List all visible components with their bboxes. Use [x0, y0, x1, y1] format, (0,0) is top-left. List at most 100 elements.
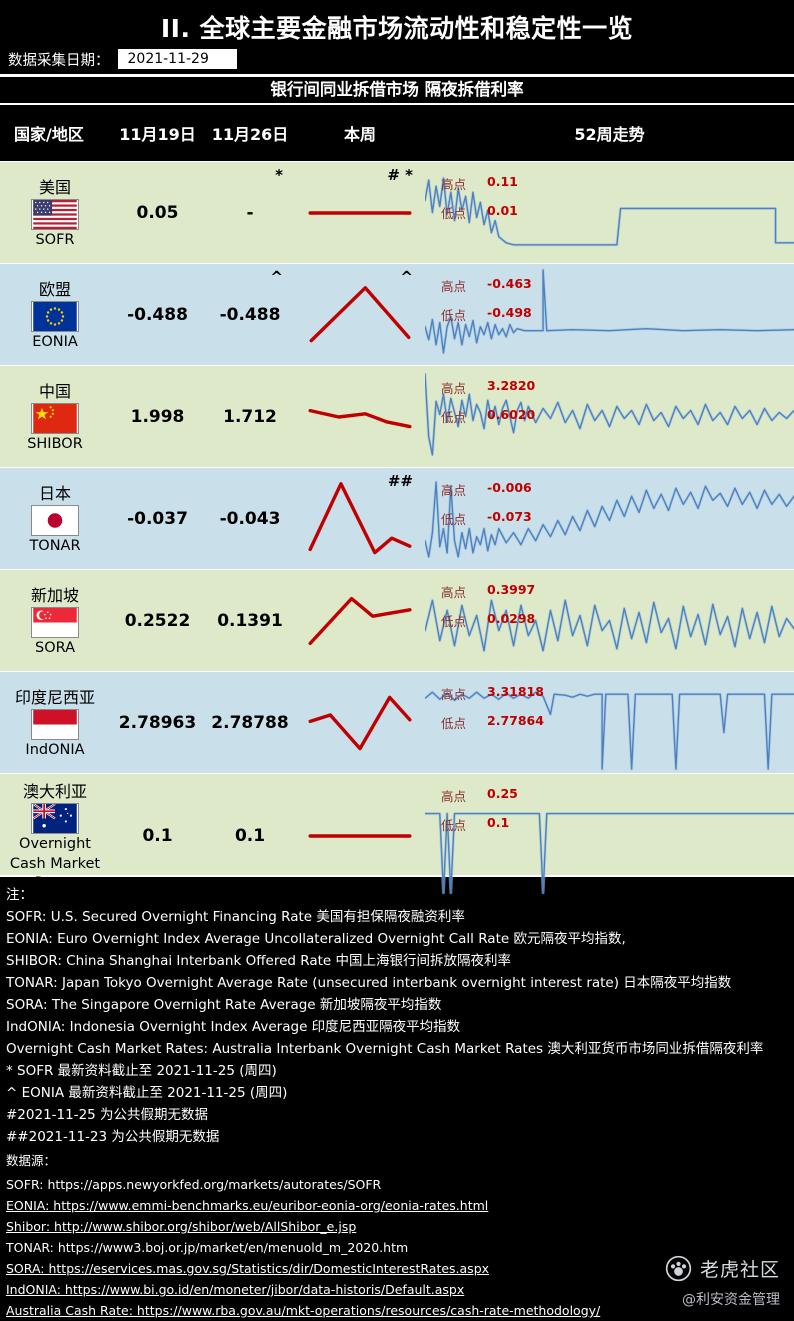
high-point: 高点 0.25	[441, 786, 518, 804]
country-name: 日本	[38, 484, 71, 504]
trend-52w-chart: 高点 0.25 低点 0.1	[425, 774, 794, 898]
value-nov26: 0.1	[234, 825, 266, 846]
trend-line-chart	[425, 162, 794, 263]
rate-code: SORA	[34, 640, 76, 657]
high-point: 高点 3.2820	[441, 378, 536, 396]
footer-branding: 老虎社区 @利安资金管理	[665, 1255, 780, 1309]
collection-date: 2021-11-29	[117, 49, 237, 69]
low-point: 低点 0.6020	[441, 407, 536, 425]
country-name: 中国	[38, 382, 71, 402]
weekly-sparkline	[295, 672, 425, 773]
weekly-sparkline: ^	[295, 264, 425, 365]
footnote-marker: # *	[387, 166, 413, 184]
source-link-tonar[interactable]: TONAR: https://www3.boj.or.jp/market/en/…	[6, 1240, 409, 1255]
note-line: IndONIA: Indonesia Overnight Index Avera…	[6, 1019, 461, 1035]
country-cell: 新加坡 SORA	[0, 570, 110, 671]
community-name: 老虎社区	[699, 1259, 780, 1281]
footnote-marker: *	[275, 166, 283, 184]
country-name: 新加坡	[30, 586, 79, 606]
value-nov19: 1.998	[130, 406, 185, 427]
trend-52w-chart: 高点 -0.463 低点 -0.498	[425, 264, 794, 365]
collection-date-row: 数据采集日期： 2021-11-29	[0, 44, 794, 74]
low-point: 低点 -0.073	[441, 509, 532, 527]
sources-section: 数据源： SOFR: https://apps.newyorkfed.org/m…	[0, 1148, 794, 1321]
country-name: 美国	[38, 178, 71, 198]
value-nov19: 0.2522	[124, 610, 191, 631]
rate-code: EONIA	[32, 334, 78, 351]
trend-line-chart	[425, 570, 794, 671]
country-cell: 日本 TONAR	[0, 468, 110, 569]
value-nov26: * -	[246, 166, 283, 223]
source-link-sora[interactable]: SORA: https://eservices.mas.gov.sg/Stati…	[6, 1261, 490, 1276]
table-row-cn-shibor: 中国 SHIBOR 1.998 1.712 高点 3.2820 低点 0.6020	[0, 365, 794, 467]
country-cell: 印度尼西亚 IndONIA	[0, 672, 110, 773]
note-line: #2021-11-25 为公共假期无数据	[6, 1107, 209, 1123]
table-row-eu-eonia: 欧盟 EONIA -0.488 ^ -0.488 ^ 高点 -0.463 低点 -0.…	[0, 263, 794, 365]
rate-code: TONAR	[29, 538, 81, 555]
value-nov19: 2.78963	[118, 712, 197, 733]
notes-section: 注： SOFR: U.S. Secured Overnight Financin…	[0, 877, 794, 1148]
table-header: 国家/地区 11月19日 11月26日 本周 52周走势	[0, 105, 794, 161]
flag-eu-icon	[31, 301, 79, 333]
tiger-logo-icon	[665, 1255, 692, 1282]
table-row-sg-sora: 新加坡 SORA 0.2522 0.1391 高点 0.3997 低点 0.0298	[0, 569, 794, 671]
footnote-marker: ^	[270, 268, 283, 286]
note-line: Overnight Cash Market Rates: Australia I…	[6, 1041, 764, 1057]
sparkline-chart	[307, 377, 413, 457]
footnote-marker: ##	[387, 472, 413, 490]
value-nov26: 1.712	[223, 406, 277, 427]
low-point: 低点 0.0298	[441, 611, 536, 629]
flag-japan-icon	[31, 505, 79, 537]
source-link-australia[interactable]: Australia Cash Rate: https://www.rba.gov…	[6, 1303, 601, 1318]
table-row-us-sofr: 美国 SOFR 0.05 * - # * 高点 0.11 低点 0.01	[0, 161, 794, 263]
high-point: 高点 0.11	[441, 174, 518, 192]
divider	[0, 103, 794, 105]
sparkline-chart	[307, 581, 413, 661]
low-point: 低点 -0.498	[441, 305, 532, 323]
note-line: SOFR: U.S. Secured Overnight Financing R…	[6, 909, 465, 925]
table-row-jp-tonar: 日本 TONAR -0.037 -0.043 ## 高点 -0.006 低点 -0.…	[0, 467, 794, 569]
section-title: 银行间同业拆借市场 隔夜拆借利率	[270, 80, 524, 99]
header-nov19: 11月19日	[119, 125, 196, 144]
notes-label: 注：	[6, 887, 33, 903]
source-link-sofr[interactable]: SOFR: https://apps.newyorkfed.org/market…	[6, 1177, 382, 1192]
header-52w-trend: 52周走势	[574, 125, 645, 144]
trend-line-chart	[425, 468, 794, 569]
value-nov26: 0.1391	[217, 610, 283, 631]
flag-china-icon	[31, 403, 79, 435]
rate-code: SHIBOR	[27, 436, 83, 453]
trend-52w-chart: 高点 -0.006 低点 -0.073	[425, 468, 794, 569]
rate-code: SOFR	[35, 232, 75, 249]
rate-code: IndONIA	[25, 742, 85, 759]
country-cell: 澳大利亚 Overnight Cash Market Rates	[0, 774, 110, 898]
table-row-id-indonia: 印度尼西亚 IndONIA 2.78963 2.78788 高点 3.31818 …	[0, 671, 794, 773]
trend-52w-chart: 高点 0.11 低点 0.01	[425, 162, 794, 263]
trend-line-chart	[425, 366, 794, 467]
high-point: 高点 0.3997	[441, 582, 536, 600]
rate-code: Overnight Cash Market Rates	[9, 836, 101, 892]
country-cell: 欧盟 EONIA	[0, 264, 110, 365]
weekly-sparkline	[295, 570, 425, 671]
source-link-shibor[interactable]: Shibor: http://www.shibor.org/shibor/web…	[6, 1219, 357, 1234]
value-nov26: ^ -0.488	[219, 268, 283, 325]
value-nov26: 2.78788	[211, 712, 289, 733]
note-line: SHIBOR: China Shanghai Interbank Offered…	[6, 953, 511, 969]
sparkline-chart	[307, 275, 413, 355]
flag-singapore-icon	[31, 607, 79, 639]
trend-52w-chart: 高点 3.2820 低点 0.6020	[425, 366, 794, 467]
page-title: II. 全球主要金融市场流动性和稳定性一览	[160, 14, 634, 43]
source-link-eonia[interactable]: EONIA: https://www.emmi-benchmarks.eu/eu…	[6, 1198, 489, 1213]
country-name: 印度尼西亚	[14, 688, 95, 708]
footnote-marker: ^	[400, 268, 413, 286]
country-name: 欧盟	[38, 280, 71, 300]
high-point: 高点 3.31818	[441, 684, 544, 702]
low-point: 低点 2.77864	[441, 713, 544, 731]
weekly-sparkline: ##	[295, 468, 425, 569]
sparkline-chart	[307, 796, 413, 876]
note-line: EONIA: Euro Overnight Index Average Unco…	[6, 931, 626, 947]
note-line: SORA: The Singapore Overnight Rate Avera…	[6, 997, 442, 1013]
weekly-sparkline: # *	[295, 162, 425, 263]
value-nov19: 0.1	[142, 825, 173, 846]
source-link-indonia[interactable]: IndONIA: https://www.bi.go.id/en/moneter…	[6, 1282, 465, 1297]
value-nov26: -0.043	[219, 508, 281, 529]
